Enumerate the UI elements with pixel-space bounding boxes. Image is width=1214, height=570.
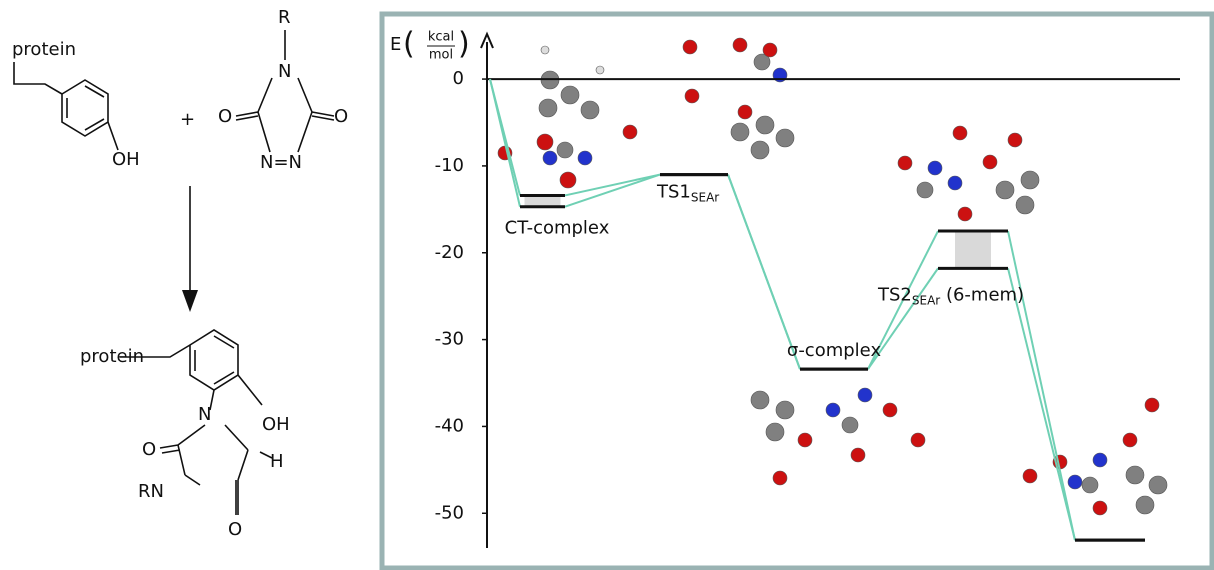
pathway-connector	[1008, 268, 1075, 540]
y-tick-label: -20	[435, 242, 464, 263]
y-tick-label: -40	[435, 415, 464, 436]
atom-label: RN	[138, 481, 164, 502]
level-label: TS2SEAr (6-mem)	[877, 284, 1024, 307]
y-unit-numerator: kcal	[428, 30, 454, 45]
atom-label: N	[278, 61, 291, 82]
atom-label: R	[278, 7, 291, 28]
atom-label: protein	[12, 39, 76, 60]
level-suffix: (6-mem)	[940, 284, 1024, 305]
molecule-art	[498, 38, 1167, 515]
pathway-connector	[565, 175, 660, 196]
level-name: TS2	[877, 284, 912, 305]
paren: (	[403, 27, 415, 62]
atom-label: O	[218, 106, 232, 127]
atom-label: OH	[112, 149, 140, 170]
y-tick-label: -50	[435, 502, 464, 523]
atom-label: N=N	[260, 152, 302, 173]
atom-label: +	[180, 109, 195, 130]
y-axis-label: E	[390, 34, 401, 55]
level-name: σ-complex	[787, 340, 882, 361]
atom-label: O	[228, 519, 242, 540]
level-name: CT-complex	[505, 218, 610, 239]
level-range	[955, 231, 991, 268]
y-tick-label: 0	[453, 68, 464, 89]
atom-label: H	[270, 451, 284, 472]
pathway-connector	[490, 79, 520, 207]
atom-label: O	[142, 439, 156, 460]
y-tick-label: -10	[435, 155, 464, 176]
y-unit-denominator: mol	[429, 48, 453, 63]
level-subscript: SEAr	[691, 190, 719, 204]
atom-label: N	[198, 404, 211, 425]
atom-label: OH	[262, 414, 290, 435]
atom-label: protein	[80, 346, 144, 367]
y-tick-label: -30	[435, 329, 464, 350]
figure: proteinOH+RNOON=NproteinOHNHORNO E ( kca…	[0, 0, 1214, 570]
paren: )	[458, 27, 470, 62]
pathway-connector	[565, 175, 660, 207]
level-label: σ-complex	[787, 340, 882, 361]
scheme-bonds	[14, 30, 334, 515]
level-label: TS1SEAr	[656, 182, 719, 205]
level-range	[525, 195, 561, 206]
atom-label: O	[334, 106, 348, 127]
level-subscript: SEAr	[912, 293, 940, 307]
pathway-connector	[1008, 231, 1075, 540]
level-name: TS1	[656, 182, 691, 203]
level-label: CT-complex	[505, 218, 610, 239]
